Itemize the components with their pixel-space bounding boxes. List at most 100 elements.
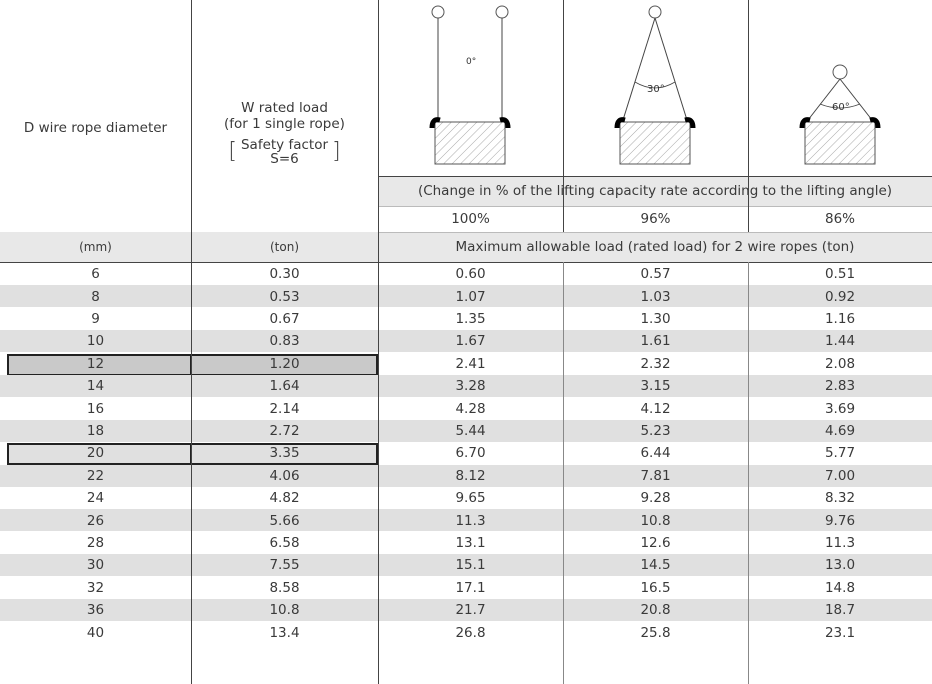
cell-a0: 13.1 <box>455 534 486 551</box>
cell-d: 16 <box>86 400 105 417</box>
cell-a0: 17.1 <box>455 579 486 596</box>
cell-a60: 2.83 <box>824 378 856 395</box>
cell-d: 22 <box>86 467 105 484</box>
cell-a0: 2.41 <box>455 355 486 372</box>
change-note-band <box>378 176 932 206</box>
cell-w: 2.72 <box>269 422 300 439</box>
cell-w: 1.20 <box>269 355 300 372</box>
cell-a60: 2.08 <box>824 355 856 372</box>
cell-a0: 5.44 <box>455 422 486 439</box>
cell-a0: 6.70 <box>455 445 486 462</box>
cell-w: 6.58 <box>269 534 300 551</box>
col-divider <box>748 0 749 232</box>
cell-d: 20 <box>86 445 105 462</box>
angle-60-diagram: 60° <box>799 64 881 165</box>
unit-band <box>0 232 932 262</box>
cell-a30: 1.03 <box>640 288 671 305</box>
cell-a60: 18.7 <box>824 602 856 619</box>
cell-a30: 1.30 <box>640 310 671 327</box>
cell-a60: 1.16 <box>824 310 856 327</box>
cell-a30: 4.12 <box>640 400 671 417</box>
highlight-box-diameter <box>7 353 192 376</box>
highlight-box-load <box>190 443 378 466</box>
cell-a60: 9.76 <box>824 512 856 529</box>
cell-a0: 4.28 <box>455 400 486 417</box>
cell-a30: 14.5 <box>640 557 671 574</box>
cell-a60: 4.69 <box>824 422 856 439</box>
cell-d: 28 <box>86 534 105 551</box>
cell-w: 1.64 <box>269 378 300 395</box>
pct-angle-30: 96% <box>640 211 671 227</box>
cell-w: 4.82 <box>269 490 300 507</box>
col-divider <box>563 262 564 684</box>
cell-a0: 1.35 <box>455 310 486 327</box>
change-note: (Change in % of the lifting capacity rat… <box>417 183 893 199</box>
cell-d: 18 <box>86 422 105 439</box>
safety-factor-block: [ Safety factor S=6 ] <box>191 138 378 166</box>
col-divider <box>748 262 749 684</box>
cell-w: 3.35 <box>269 445 300 462</box>
safety-factor-label: Safety factor <box>240 137 329 153</box>
cell-w: 7.55 <box>269 557 300 574</box>
cell-w: 8.58 <box>269 579 300 596</box>
cell-w: 2.14 <box>269 400 300 417</box>
safety-factor-text: Safety factor S=6 <box>237 138 332 166</box>
cell-a30: 16.5 <box>640 579 671 596</box>
left-bracket-icon: [ <box>228 139 237 164</box>
cell-a0: 9.65 <box>455 490 486 507</box>
cell-a30: 2.32 <box>640 355 671 372</box>
cell-d: 26 <box>86 512 105 529</box>
cell-a60: 5.77 <box>824 445 856 462</box>
cell-a60: 0.51 <box>824 266 856 283</box>
divider <box>378 232 932 233</box>
divider <box>378 206 932 207</box>
cell-a0: 21.7 <box>455 602 486 619</box>
col-divider <box>563 0 564 232</box>
right-bracket-icon: ] <box>332 139 341 164</box>
cell-a0: 26.8 <box>455 624 486 641</box>
cell-a30: 1.61 <box>640 333 671 350</box>
cell-a30: 0.57 <box>640 266 671 283</box>
cell-w: 4.06 <box>269 467 300 484</box>
cell-d: 6 <box>91 266 100 283</box>
row-stripe <box>0 554 932 577</box>
angle-30-diagram: 30° <box>614 5 696 165</box>
angle-30-label: 30° <box>647 84 665 95</box>
cell-w: 0.83 <box>269 333 300 350</box>
max-load-label: Maximum allowable load (rated load) for … <box>455 239 855 255</box>
cell-a60: 14.8 <box>824 579 856 596</box>
cell-d: 24 <box>86 490 105 507</box>
divider <box>378 176 932 177</box>
row-stripe <box>0 464 932 487</box>
cell-a0: 0.60 <box>455 266 486 283</box>
cell-a0: 3.28 <box>455 378 486 395</box>
col-divider <box>378 0 379 684</box>
cell-a30: 3.15 <box>640 378 671 395</box>
cell-d: 40 <box>86 624 105 641</box>
cell-d: 14 <box>86 378 105 395</box>
pct-angle-0: 100% <box>451 211 490 227</box>
cell-a30: 5.23 <box>640 422 671 439</box>
rated-load-line2: (for 1 single rope) <box>224 116 345 132</box>
highlight-fill <box>7 353 378 375</box>
cell-w: 13.4 <box>269 624 300 641</box>
highlight-fill <box>7 443 378 465</box>
row-stripe <box>0 509 932 532</box>
divider <box>0 262 932 263</box>
pct-angle-60: 86% <box>824 211 855 227</box>
cell-d: 12 <box>86 355 105 372</box>
cell-a60: 23.1 <box>824 624 856 641</box>
col-rated-load-header: W rated load (for 1 single rope) [ Safet… <box>191 100 378 166</box>
cell-w: 0.67 <box>269 310 300 327</box>
col-divider <box>191 0 192 684</box>
cell-a60: 3.69 <box>824 400 856 417</box>
angle-60-label: 60° <box>832 102 850 113</box>
cell-a0: 1.67 <box>455 333 486 350</box>
cell-a60: 1.44 <box>824 333 856 350</box>
cell-w: 0.53 <box>269 288 300 305</box>
cell-a60: 0.92 <box>824 288 856 305</box>
highlight-box-load <box>190 353 378 376</box>
cell-d: 36 <box>86 602 105 619</box>
cell-a60: 7.00 <box>824 467 856 484</box>
